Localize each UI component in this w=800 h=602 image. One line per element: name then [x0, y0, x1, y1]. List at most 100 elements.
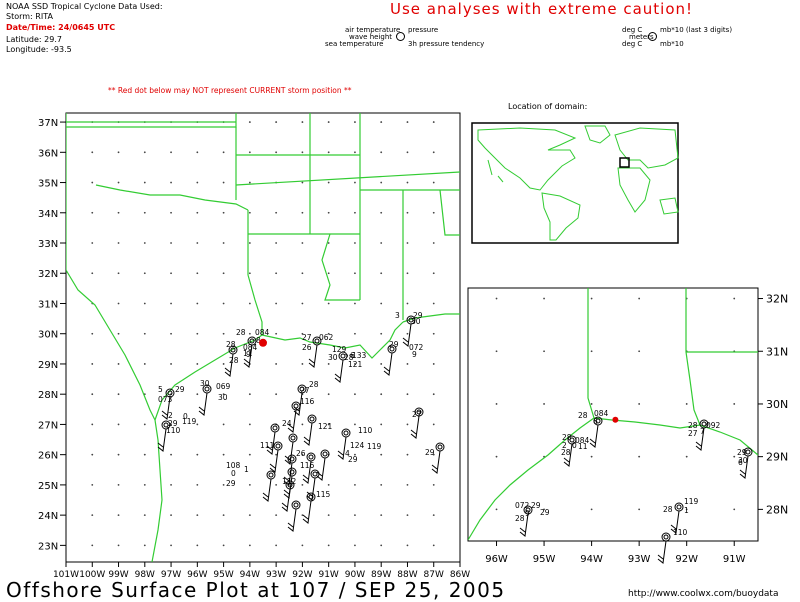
grid-dot [275, 363, 278, 365]
station-marker-inner [293, 502, 299, 508]
grid-dot [143, 363, 146, 365]
lon-label: 90W [345, 570, 365, 580]
lon-label: 91W [318, 570, 338, 580]
station-label: 2 [562, 441, 567, 450]
grid-dot [733, 403, 736, 405]
station-marker-inner [272, 425, 278, 431]
station-marker-inner [289, 469, 295, 475]
grid-dot [91, 544, 94, 547]
zoom-lon-label: 92W [675, 554, 698, 565]
station-label: 26 [296, 449, 306, 458]
grid-dot [733, 297, 736, 300]
grid-dot [406, 151, 409, 154]
zoom-map-frame [467, 287, 759, 542]
station-label: 6 [593, 417, 598, 426]
grid-dot [495, 297, 498, 300]
lat-label: 27N [38, 420, 58, 431]
grid-dot [406, 544, 409, 547]
station-label: 119 [182, 417, 197, 426]
station-label: 9 [525, 509, 530, 518]
grid-dot [380, 121, 383, 123]
grid-dot [91, 514, 94, 517]
zoom-lon-label: 94W [580, 554, 603, 565]
grid-dot [222, 242, 225, 244]
wind-barb [337, 436, 347, 460]
grid-dot [143, 483, 146, 486]
grid-dot [143, 332, 146, 335]
lat-label: 30N [38, 330, 58, 341]
legend-deg-c: deg C [622, 26, 643, 34]
wind-barb [695, 427, 705, 451]
grid-dot [380, 242, 383, 244]
legend-meters: meters [629, 33, 654, 41]
station-marker-inner [293, 403, 299, 409]
grid-dot [275, 514, 278, 517]
grid-dot [222, 453, 225, 456]
grid-dot [196, 483, 199, 486]
source-url[interactable]: http://www.coolwx.com/buoydata [628, 589, 779, 599]
grid-dot [406, 242, 409, 244]
grid-dot [91, 483, 94, 486]
grid-dot [117, 483, 120, 486]
wind-barb [431, 450, 441, 474]
grid-dot [432, 483, 435, 486]
grid-dot [406, 393, 409, 396]
grid-dot [117, 211, 120, 214]
grid-dot [170, 151, 172, 154]
lat-label: 31N [38, 299, 58, 310]
grid-dot [301, 423, 304, 426]
grid-dot [432, 181, 435, 184]
station-marker-inner [322, 451, 328, 457]
zoom-lon-label: 95W [533, 554, 556, 565]
lat-label: 26N [38, 451, 58, 462]
storm-longitude: Longitude: -93.5 [6, 45, 72, 54]
wind-barb [402, 323, 412, 347]
grid-dot [327, 211, 330, 214]
lon-label: 88W [397, 570, 417, 580]
station-label: 6 [738, 458, 743, 467]
grid-dot [196, 302, 199, 305]
grid-dot [590, 350, 593, 353]
station-label: 28 [515, 514, 525, 523]
station-label: 7 [700, 427, 705, 436]
grid-dot [327, 242, 330, 244]
station-label: 116 [300, 461, 315, 470]
wind-barb [269, 449, 279, 473]
grid-dot [406, 453, 409, 456]
lon-label: 96W [187, 570, 207, 580]
grid-dot [327, 332, 330, 335]
grid-dot [301, 483, 304, 486]
station-label: 30 [328, 353, 338, 362]
station-label: 073 [158, 395, 173, 404]
station-label: 5 [158, 385, 163, 394]
grid-dot [432, 332, 435, 335]
station-label: 084 [575, 436, 590, 445]
lat-label: 28N [38, 390, 58, 401]
station-label: 124 [350, 441, 365, 450]
grid-dot [170, 211, 172, 214]
grid-dot [248, 423, 251, 426]
grid-dot [117, 453, 120, 456]
grid-dot [327, 544, 330, 547]
station-label: 8 [256, 336, 261, 345]
station-label: 110 [358, 426, 373, 435]
grid-dot [143, 181, 146, 184]
grid-dot [275, 393, 278, 396]
grid-dot [170, 332, 172, 335]
grid-dot [275, 332, 278, 335]
zoom-coastline [468, 288, 758, 541]
grid-dot [432, 393, 435, 396]
station-marker-inner [525, 507, 531, 513]
station-label: 28 [688, 421, 698, 430]
station-marker-inner [745, 449, 751, 455]
grid-dot [248, 302, 251, 305]
grid-dot [327, 302, 330, 305]
grid-dot [248, 332, 251, 335]
grid-dot [432, 242, 435, 244]
station-label: 29 [737, 448, 747, 457]
zoom-stations [519, 416, 753, 564]
grid-dot [432, 423, 435, 426]
grid-dot [275, 453, 278, 456]
wind-barb [243, 344, 253, 368]
